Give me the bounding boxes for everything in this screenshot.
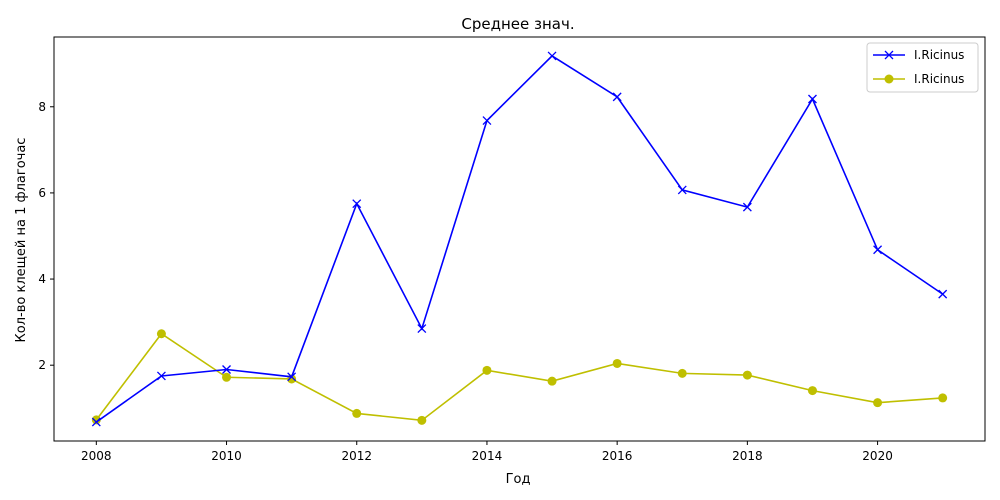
marker-stroke (873, 245, 883, 255)
series-line (95, 332, 943, 422)
legend: I.Ricinus I.Ricinus (866, 42, 979, 93)
marker-stroke (612, 92, 622, 102)
data-point (677, 368, 687, 378)
marker-stroke (547, 51, 557, 61)
legend-entry: I.Ricinus (873, 72, 964, 86)
y-tick-label: 2 (38, 358, 46, 372)
data-point (742, 202, 752, 212)
marker-stroke (482, 116, 492, 126)
marker-stroke (91, 417, 101, 427)
data-point (547, 376, 557, 386)
data-point (156, 371, 166, 381)
marker-stroke (156, 371, 166, 381)
data-point (742, 370, 752, 380)
y-tick-label: 6 (38, 186, 46, 200)
data-point (352, 199, 362, 209)
y-axis-label: Кол-во клещей на 1 флагочас (14, 138, 29, 343)
data-point (482, 365, 492, 375)
data-point (417, 415, 427, 425)
data-point (873, 245, 883, 255)
x-tick-label: 2018 (732, 449, 763, 463)
marker-stroke (808, 94, 817, 104)
marker-stroke (287, 372, 297, 382)
data-point (677, 185, 687, 195)
data-point (482, 116, 492, 126)
marker-stroke (417, 324, 427, 334)
data-point (612, 358, 622, 368)
data-point (352, 408, 362, 418)
data-point (938, 289, 948, 299)
legend-label: I.Ricinus (914, 48, 964, 62)
data-point (91, 417, 101, 427)
marker-stroke (222, 365, 231, 374)
series-1 (91, 51, 948, 427)
marker-stroke (352, 199, 362, 209)
x-tick-label: 2010 (211, 449, 242, 463)
data-point (547, 51, 557, 61)
series-line (95, 54, 944, 423)
data-point (938, 393, 948, 403)
plot-area (53, 36, 986, 442)
legend-label: I.Ricinus (914, 72, 964, 86)
marker-stroke (884, 50, 894, 60)
data-point (612, 92, 622, 102)
x-tick-label: 2016 (602, 449, 633, 463)
series-layer (91, 51, 948, 427)
legend-entry: I.Ricinus (873, 48, 964, 62)
marker-stroke (742, 202, 752, 212)
y-tick-label: 8 (38, 100, 46, 114)
series-2 (91, 329, 948, 425)
x-tick-label: 2008 (81, 449, 112, 463)
data-point (222, 365, 231, 374)
x-tick-label: 2012 (341, 449, 372, 463)
data-point (287, 372, 297, 382)
x-axis: 2008 2010 2012 2014 2016 2018 2020 (81, 441, 893, 463)
y-axis: 2 4 6 8 (38, 100, 54, 372)
data-point (156, 329, 166, 339)
data-point (807, 386, 817, 396)
data-point (91, 415, 101, 425)
x-tick-label: 2014 (472, 449, 503, 463)
data-point (873, 398, 883, 408)
data-point (417, 324, 427, 334)
marker-stroke (938, 289, 948, 299)
marker-stroke (677, 185, 687, 195)
y-tick-label: 4 (38, 272, 46, 286)
data-point (222, 372, 232, 382)
legend-marker (884, 50, 894, 60)
chart-title: Среднее знач. (461, 15, 574, 33)
legend-marker (884, 74, 894, 84)
x-tick-label: 2020 (862, 449, 893, 463)
data-point (808, 94, 817, 104)
x-axis-label: Год (506, 472, 531, 487)
